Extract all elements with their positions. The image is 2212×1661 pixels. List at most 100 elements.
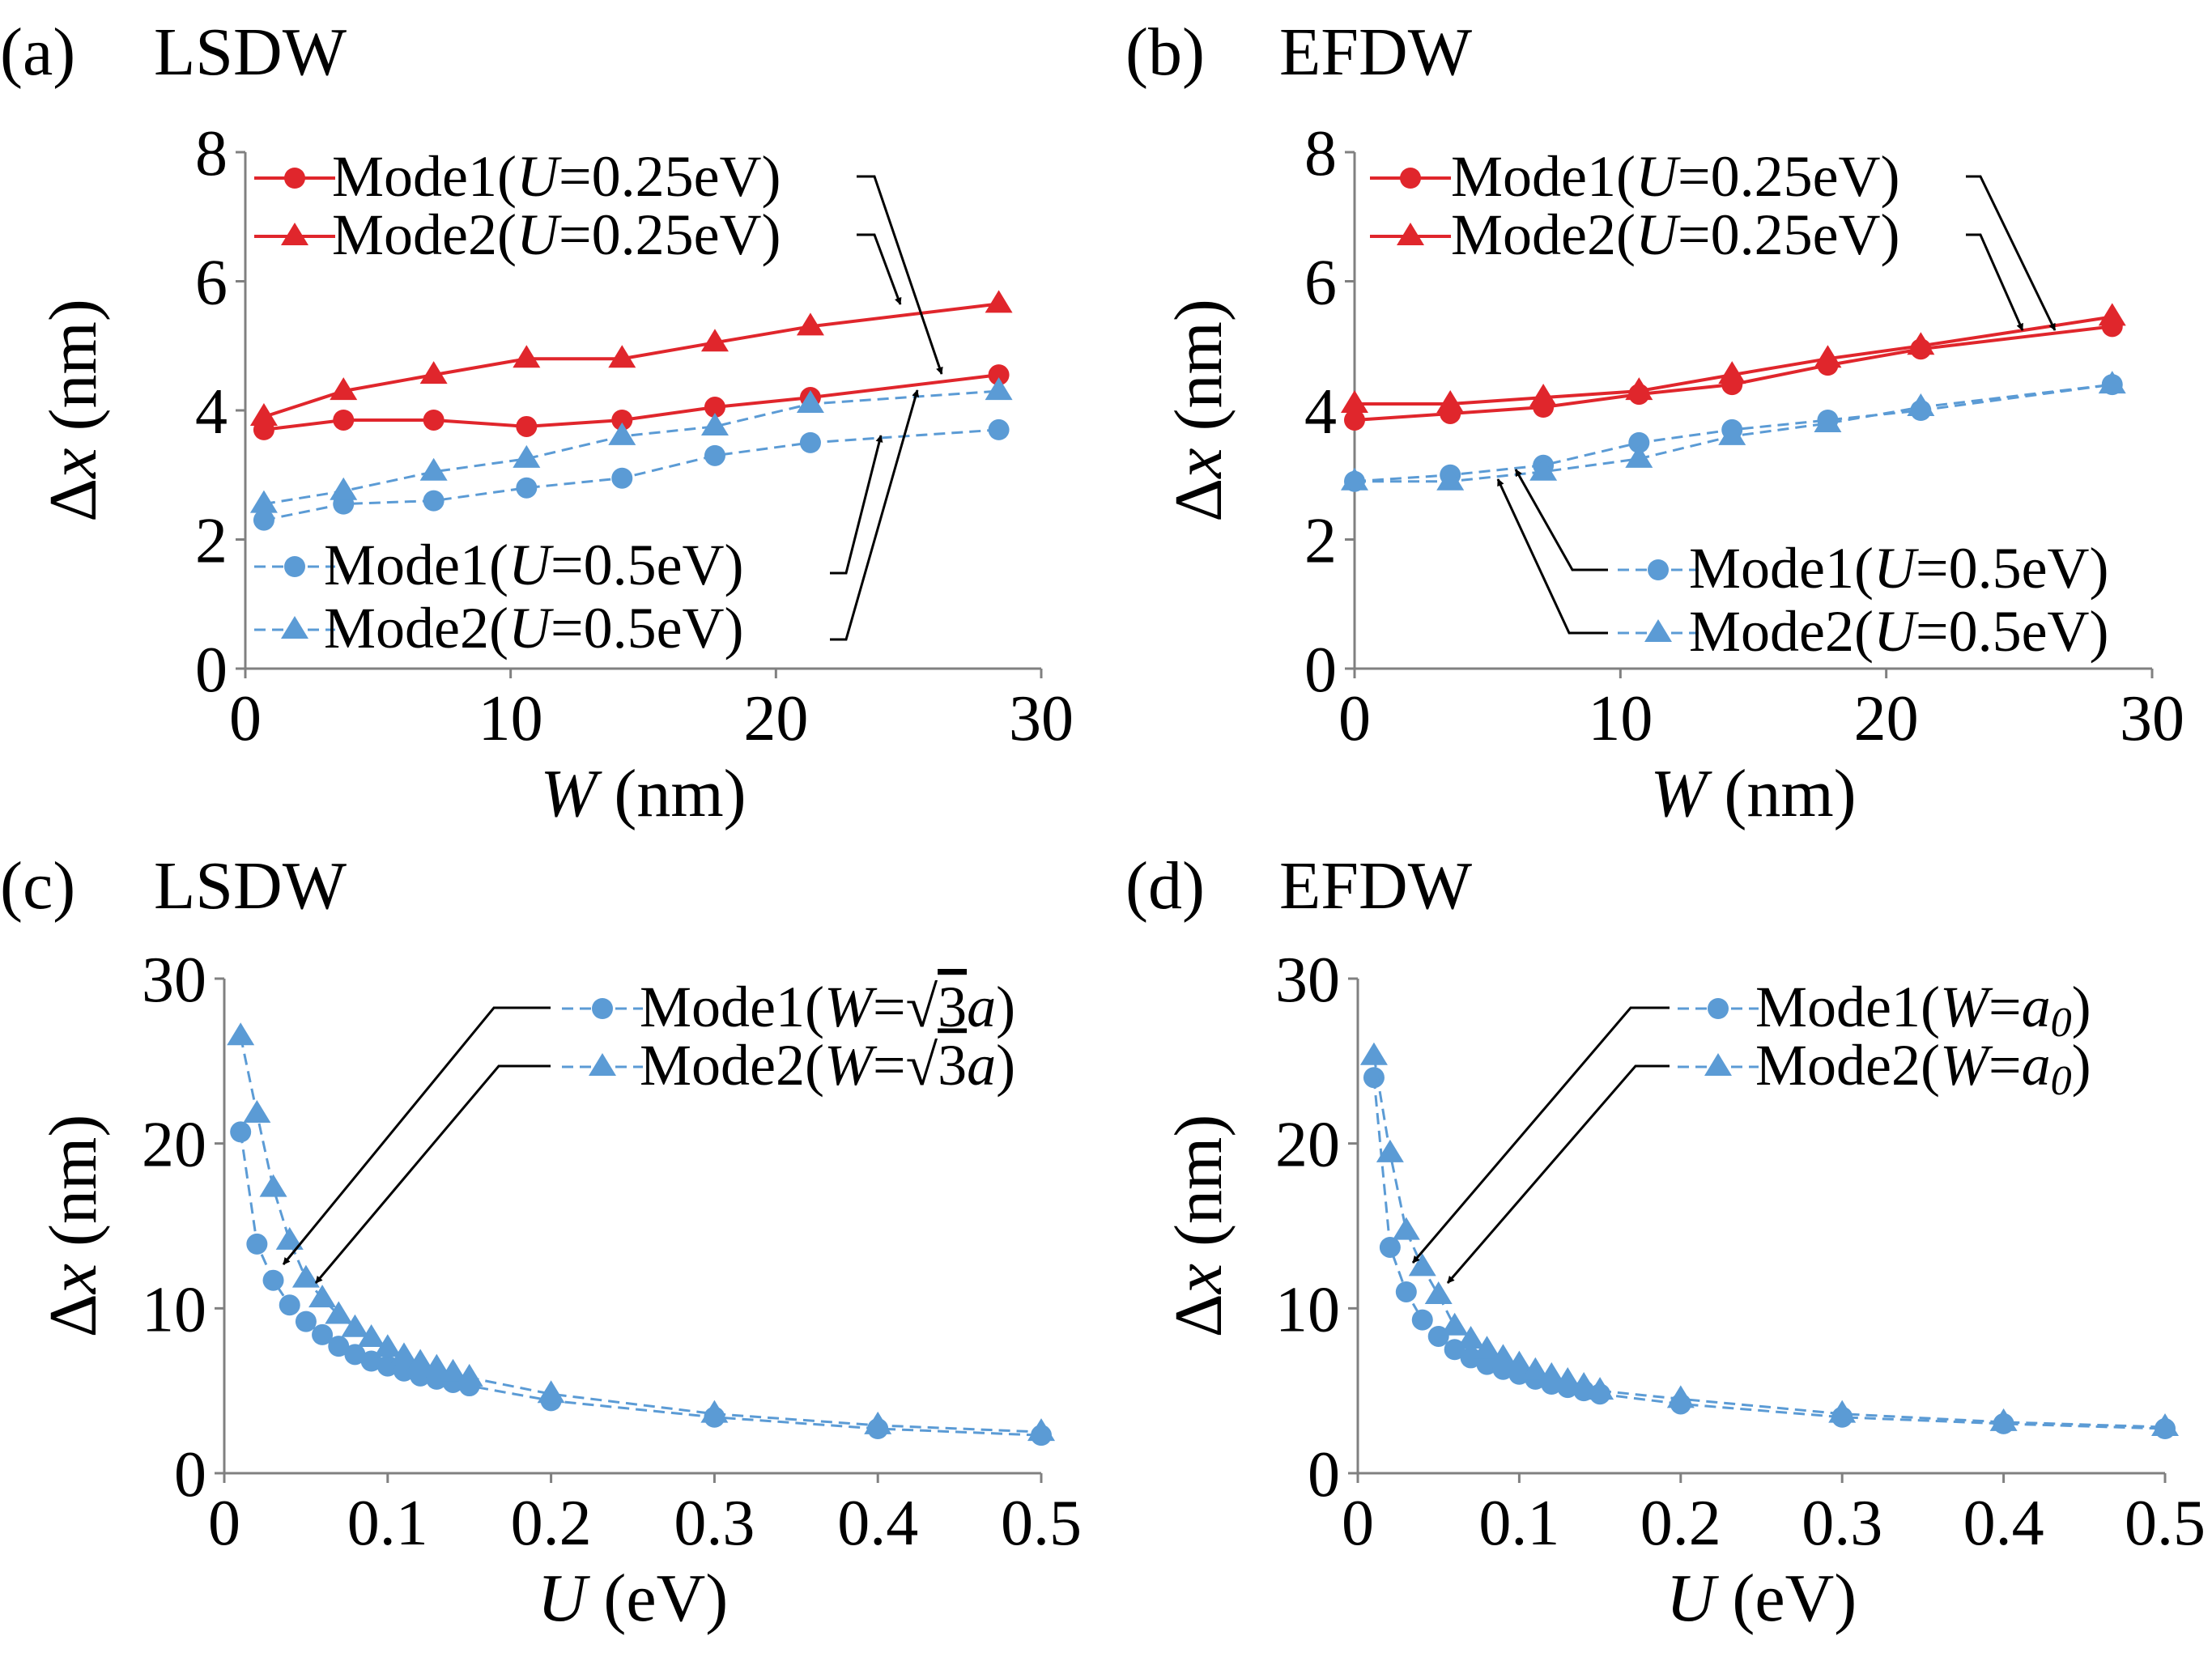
x-axis-title: W (nm) [540, 756, 746, 831]
data-point [227, 1022, 255, 1046]
data-point [291, 1264, 320, 1288]
data-point [243, 1100, 271, 1124]
x-tick-label: 0 [1342, 1488, 1374, 1559]
x-tick-label: 0 [229, 683, 262, 754]
y-tick-label: 0 [1304, 635, 1337, 706]
data-point [1718, 361, 1746, 384]
data-point [333, 409, 355, 431]
y-tick-label: 0 [1308, 1439, 1340, 1510]
legend-entry: Mode1(W=a0) [1678, 975, 2091, 1046]
y-tick-label: 2 [1304, 506, 1337, 577]
data-point [2098, 371, 2126, 394]
data-point [423, 490, 445, 512]
data-point [513, 345, 541, 368]
data-point [1436, 390, 1465, 414]
legend-arrow [282, 1006, 551, 1265]
series-line [263, 302, 999, 418]
series-line [1355, 315, 2113, 406]
data-point [1907, 393, 1935, 417]
data-point [988, 418, 1010, 440]
y-axis-title: Δx (nm) [1161, 299, 1236, 522]
chart-title: LSDW [154, 848, 347, 924]
data-point [328, 1336, 350, 1357]
legend-arrow [1411, 1006, 1670, 1264]
data-point [700, 1400, 729, 1423]
data-point [253, 509, 274, 531]
y-tick-label: 6 [1304, 248, 1337, 319]
legend-arrow [1966, 233, 2024, 331]
x-tick-label: 10 [1588, 683, 1653, 754]
data-point [1408, 1253, 1436, 1277]
x-tick-label: 0.4 [837, 1488, 918, 1559]
data-point [1363, 1067, 1385, 1089]
data-point [406, 1349, 435, 1372]
data-point [279, 1294, 300, 1316]
series-line [239, 1132, 1042, 1437]
legend-arrow [830, 435, 883, 575]
data-point [1570, 1372, 1598, 1395]
y-tick-label: 8 [195, 118, 228, 189]
data-point [1814, 409, 1842, 432]
y-axis-title: Δx (nm) [1161, 1115, 1236, 1338]
series-line [1372, 1077, 2166, 1430]
data-point [1625, 444, 1653, 468]
data-point [1436, 467, 1465, 491]
series-line [263, 428, 999, 522]
data-point [275, 1226, 304, 1250]
data-point [393, 1360, 415, 1382]
y-tick-label: 8 [1304, 118, 1337, 189]
legend-marker [592, 998, 613, 1019]
legend-label: Mode1(U=0.25eV) [332, 144, 781, 209]
y-tick-label: 30 [142, 945, 206, 1016]
y-axis-title: Δx (nm) [36, 299, 111, 522]
data-point [985, 377, 1013, 401]
data-point [1460, 1347, 1482, 1369]
series-mode2-1 [1341, 303, 2126, 414]
legend-entry: Mode2(U=0.25eV) [254, 202, 781, 267]
data-point [1505, 1350, 1534, 1374]
chart-panel-2: (c) LSDW 0 10 20 30 0 0.1 0.2 0.3 0.4 0.5 U (eV) Δx (… [0, 848, 1082, 1636]
data-point [2151, 1412, 2179, 1436]
data-point [389, 1342, 418, 1366]
panel-label: (c) [0, 848, 75, 924]
data-point [1392, 1217, 1420, 1240]
legend-label: Mode1(U=0.5eV) [1689, 536, 2109, 601]
legend-arrow [857, 175, 943, 375]
data-point [513, 444, 541, 468]
x-tick-label: 0.1 [1478, 1488, 1559, 1559]
x-tick-label: 0 [208, 1488, 240, 1559]
legend-marker [1704, 1053, 1732, 1076]
data-point [1341, 467, 1368, 491]
data-point [1341, 390, 1368, 414]
legend-arrow [314, 1064, 551, 1284]
series-line [1354, 325, 2113, 422]
data-point [1529, 457, 1558, 481]
x-tick-label: 0.1 [347, 1488, 428, 1559]
legend-arrow [1514, 469, 1608, 571]
data-point [796, 390, 824, 414]
legend-arrow [1446, 1064, 1670, 1284]
data-point [608, 422, 636, 445]
data-point [608, 345, 636, 368]
x-axis-title: U (eV) [1666, 1561, 1857, 1636]
panel-label: (d) [1125, 848, 1205, 924]
series-mode2-1 [249, 290, 1013, 426]
y-tick-label: 4 [1304, 376, 1337, 448]
data-point [1521, 1357, 1550, 1380]
data-point [1424, 1281, 1453, 1305]
series-mode2-3 [1341, 371, 2126, 491]
legend-label: Mode2(U=0.25eV) [1451, 202, 1900, 267]
data-point [1625, 377, 1653, 401]
series-line [1355, 383, 2112, 483]
data-point [611, 467, 633, 489]
legend-entry: Mode2(W=√3a) [562, 1033, 1015, 1098]
y-tick-label: 10 [142, 1274, 206, 1345]
data-point [2098, 303, 2126, 326]
data-point [1379, 1236, 1401, 1258]
data-point [1538, 1362, 1566, 1385]
data-point [799, 431, 821, 453]
legend-arrow [1966, 175, 2057, 331]
legend-entry: Mode2(U=0.5eV) [1618, 599, 2109, 664]
data-point [1586, 1377, 1614, 1400]
data-point [864, 1411, 892, 1434]
